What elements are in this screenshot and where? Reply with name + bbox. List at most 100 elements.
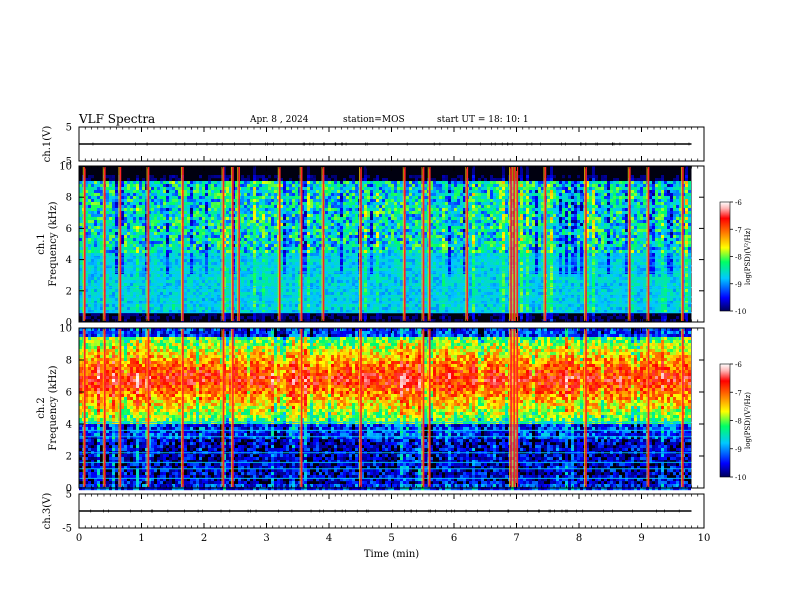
broadband-event — [322, 167, 325, 321]
broadband-event — [182, 167, 184, 321]
start-time-label: start UT = 18: 10: 1 — [437, 115, 529, 125]
y-tick-label: 0 — [66, 484, 72, 495]
ch2-spectrogram-image — [79, 328, 704, 491]
x-tick-label: 1 — [138, 533, 144, 544]
y-tick-label: 2 — [66, 286, 72, 297]
broadband-event — [359, 329, 361, 487]
broadband-event — [421, 329, 423, 487]
broadband-event — [300, 167, 303, 321]
x-tick-label: 0 — [76, 533, 82, 544]
x-tick-label: 4 — [326, 533, 332, 544]
x-tick-label: 8 — [576, 533, 582, 544]
broadband-event — [82, 167, 84, 321]
x-axis-title: Time (min) — [364, 549, 419, 560]
broadband-event — [513, 167, 515, 321]
broadband-event — [222, 167, 225, 321]
broadband-event — [147, 167, 150, 321]
broadband-event — [429, 167, 431, 321]
broadband-event — [680, 167, 682, 321]
broadband-event — [544, 167, 547, 321]
ch1-spectrogram-colorbar — [719, 201, 731, 312]
x-tick-label: 2 — [201, 533, 207, 544]
colorbar-tick-label: -8 — [735, 254, 742, 262]
broadband-event — [404, 167, 406, 321]
broadband-event — [222, 329, 225, 487]
station-label: station=MOS — [343, 115, 405, 125]
x-tick-label: 3 — [263, 533, 269, 544]
broadband-event — [465, 167, 467, 321]
ch1-spectrogram-ylabel-channel: ch.1 — [36, 233, 47, 255]
x-tick-label: 5 — [388, 533, 394, 544]
broadband-event — [422, 329, 425, 487]
y-tick-label: 6 — [66, 388, 72, 399]
colorbar-tick-label: -10 — [735, 474, 746, 482]
broadband-event — [682, 329, 684, 487]
broadband-event — [682, 167, 684, 321]
broadband-event — [82, 329, 84, 487]
y-tick-label: 5 — [66, 490, 72, 501]
broadband-event — [321, 167, 323, 321]
colorbar-tick-label: -8 — [735, 418, 742, 426]
broadband-event — [512, 167, 514, 321]
broadband-event — [515, 167, 517, 321]
broadband-event — [232, 167, 234, 321]
colorbar-tick-label: -7 — [735, 389, 742, 397]
y-tick-label: 4 — [66, 420, 72, 431]
colorbar-tick-label: -9 — [735, 281, 742, 289]
broadband-event — [402, 167, 404, 321]
broadband-event — [119, 167, 122, 321]
ch1-spectrogram-colorbar-label: log(PSD)(V²/Hz) — [744, 228, 752, 285]
broadband-event — [277, 167, 279, 321]
x-tick-label: 9 — [638, 533, 644, 544]
ch3-waveform-ylabel: ch.3(V) — [42, 493, 53, 530]
y-tick-label: 5 — [66, 123, 72, 134]
y-tick-label: 2 — [66, 452, 72, 463]
y-tick-label: -5 — [62, 157, 72, 168]
broadband-event — [646, 167, 648, 321]
broadband-event — [84, 329, 86, 487]
broadband-event — [516, 167, 519, 321]
broadband-event — [300, 329, 303, 487]
y-tick-label: -5 — [62, 524, 72, 535]
broadband-event — [466, 167, 469, 321]
date-label: Apr. 8 , 2024 — [250, 115, 309, 125]
y-tick-label: 0 — [66, 318, 72, 329]
broadband-event — [584, 329, 586, 487]
broadband-event — [84, 167, 86, 321]
broadband-event — [509, 167, 511, 321]
ch2-spectrogram-ylabel-frequency: Frequency (kHz) — [48, 365, 59, 450]
broadband-event — [421, 167, 423, 321]
broadband-event — [238, 167, 240, 321]
broadband-event — [221, 167, 223, 321]
broadband-event — [299, 167, 301, 321]
broadband-event — [515, 329, 517, 487]
broadband-event — [102, 167, 104, 321]
broadband-event — [627, 167, 629, 321]
broadband-event — [182, 329, 184, 487]
ch2-spectrogram-ylabel-channel: ch.2 — [36, 397, 47, 419]
broadband-event — [230, 329, 232, 487]
x-tick-label: 7 — [513, 533, 519, 544]
broadband-event — [104, 167, 106, 321]
broadband-event — [509, 329, 511, 487]
broadband-event — [360, 329, 362, 487]
chart-title: VLF Spectra — [79, 112, 155, 126]
broadband-event — [680, 329, 682, 487]
broadband-event — [647, 167, 650, 321]
y-tick-label: 8 — [66, 356, 72, 367]
broadband-event — [513, 329, 515, 487]
broadband-event — [279, 167, 281, 321]
broadband-event — [102, 329, 104, 487]
broadband-event — [584, 167, 586, 321]
colorbar-tick-label: -9 — [735, 446, 742, 454]
colorbar-tick-label: -10 — [735, 308, 746, 316]
y-tick-label: 6 — [66, 224, 72, 235]
broadband-event — [180, 167, 182, 321]
broadband-event — [237, 167, 239, 321]
broadband-event — [510, 329, 512, 487]
broadband-event — [104, 329, 106, 487]
y-tick-label: 10 — [59, 324, 72, 335]
broadband-event — [427, 167, 429, 321]
broadband-event — [180, 329, 182, 487]
